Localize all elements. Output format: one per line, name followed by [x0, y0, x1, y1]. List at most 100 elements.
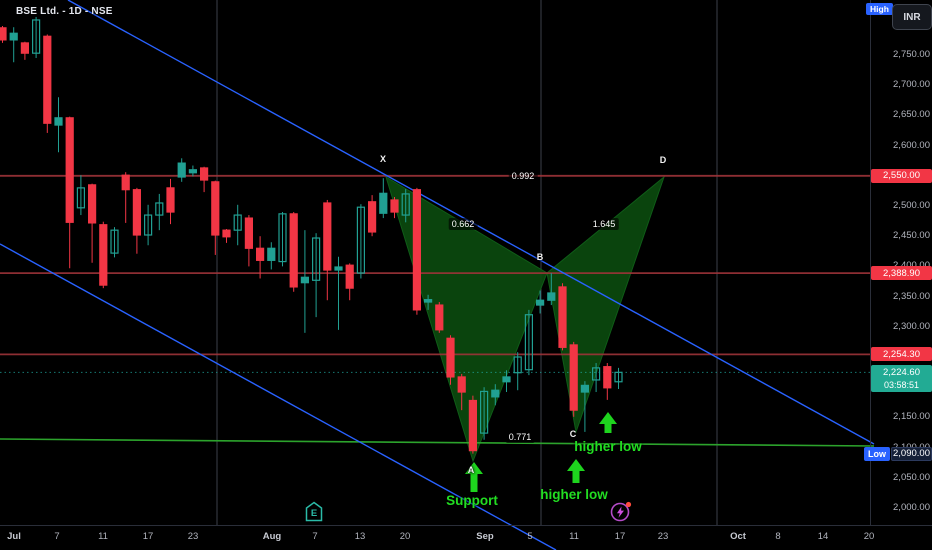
candle	[256, 236, 265, 279]
low-tag: Low	[864, 446, 890, 461]
candle	[144, 204, 153, 246]
candle	[401, 189, 410, 223]
candle	[188, 165, 197, 177]
time-tick: 17	[614, 531, 626, 542]
candle	[412, 187, 421, 315]
candle	[289, 212, 298, 292]
time-axis[interactable]: Jul 7 11 17 23 Aug 7 13 20 Sep 5 11 17 23 Oct 8 14 20	[0, 525, 932, 550]
candle	[591, 363, 601, 393]
candles-layer[interactable]	[0, 16, 623, 454]
candle	[312, 233, 321, 318]
candle	[166, 178, 175, 225]
time-tick: 13	[354, 531, 366, 542]
price-tick: 2,700.00	[893, 79, 930, 91]
price-tick: 2,300.00	[893, 320, 930, 332]
price-tick: 2,650.00	[893, 109, 930, 121]
up-arrow-drawing[interactable]	[465, 462, 483, 492]
candle	[480, 387, 489, 440]
candle	[31, 16, 41, 59]
support-trendline[interactable]	[0, 438, 875, 447]
candle	[379, 178, 388, 219]
candle	[300, 230, 309, 333]
price-tick: 2,600.00	[893, 139, 930, 151]
candle	[110, 227, 119, 258]
candle	[424, 294, 433, 310]
price-tick: 2,000.00	[893, 502, 930, 513]
candle	[457, 373, 466, 411]
candle	[76, 175, 86, 216]
resistance-lines[interactable]	[0, 174, 870, 356]
candle	[603, 363, 612, 400]
time-tick: 8	[775, 531, 781, 542]
candle	[535, 290, 545, 314]
time-tick: Sep	[476, 531, 494, 542]
candle	[132, 187, 141, 254]
currency-button[interactable]: INR	[892, 4, 932, 30]
price-level-badge: 2,550.00	[871, 168, 932, 183]
time-tick: 7	[54, 531, 60, 542]
candle	[267, 242, 276, 270]
candle	[155, 193, 164, 231]
time-tick: 11	[98, 531, 108, 542]
price-axis[interactable]: 2,750.00 2,700.00 2,650.00 2,600.00 2,500.00…	[870, 0, 932, 525]
low-price-badge: 2,090.00	[891, 446, 932, 461]
event-cyclone-icon[interactable]	[609, 500, 633, 529]
candle	[87, 183, 97, 263]
time-tick: Oct	[730, 531, 746, 542]
candle	[222, 228, 231, 243]
candle	[569, 341, 578, 417]
price-level-badge: 2,254.30	[871, 347, 932, 362]
price-tick: 2,500.00	[893, 200, 930, 211]
earnings-icon[interactable]: E	[305, 501, 323, 527]
arrow-drawings[interactable]	[465, 412, 617, 492]
time-tick: 17	[142, 531, 154, 542]
candle	[390, 196, 399, 219]
candle	[334, 256, 343, 330]
candle	[580, 381, 590, 432]
candle	[513, 352, 522, 391]
high-axis-label: High	[866, 3, 893, 15]
candle	[65, 116, 74, 269]
candle	[558, 283, 567, 351]
up-arrow-drawing[interactable]	[599, 412, 617, 433]
time-tick: 23	[187, 531, 199, 542]
time-tick: 7	[312, 531, 318, 542]
price-tick: 2,350.00	[893, 290, 930, 302]
candle	[244, 215, 253, 267]
candle	[0, 26, 7, 43]
candle	[547, 273, 556, 306]
candle	[435, 302, 444, 333]
candle	[278, 212, 287, 267]
time-tick: 14	[817, 531, 829, 542]
up-arrow-drawing[interactable]	[567, 459, 585, 483]
candle	[233, 204, 242, 246]
time-tick: Aug	[262, 531, 282, 542]
time-tick: 20	[399, 531, 411, 542]
time-tick: Jul	[7, 531, 21, 542]
candle	[356, 204, 365, 279]
price-tick: 2,150.00	[893, 411, 930, 423]
candle	[614, 367, 623, 390]
bar-countdown: 03:58:51	[883, 379, 920, 390]
candle	[524, 309, 534, 376]
price-tick: 2,400.00	[871, 260, 930, 272]
channel-line[interactable]	[0, 243, 557, 550]
price-tick: 2,450.00	[893, 230, 930, 242]
candle	[345, 263, 354, 301]
notification-dot	[625, 501, 632, 508]
candle	[43, 34, 52, 133]
candle	[468, 395, 477, 454]
candle	[446, 335, 455, 385]
time-tick: 23	[657, 531, 669, 542]
candle	[200, 166, 209, 193]
time-tick: 5	[527, 531, 533, 542]
candle	[54, 97, 63, 153]
candle	[502, 370, 511, 393]
vertical-gridlines	[216, 0, 718, 525]
price-tick: 2,750.00	[893, 49, 930, 60]
last-price-badge: 2,224.60 03:58:51	[871, 365, 932, 393]
candle	[9, 27, 18, 63]
candle	[491, 384, 500, 406]
